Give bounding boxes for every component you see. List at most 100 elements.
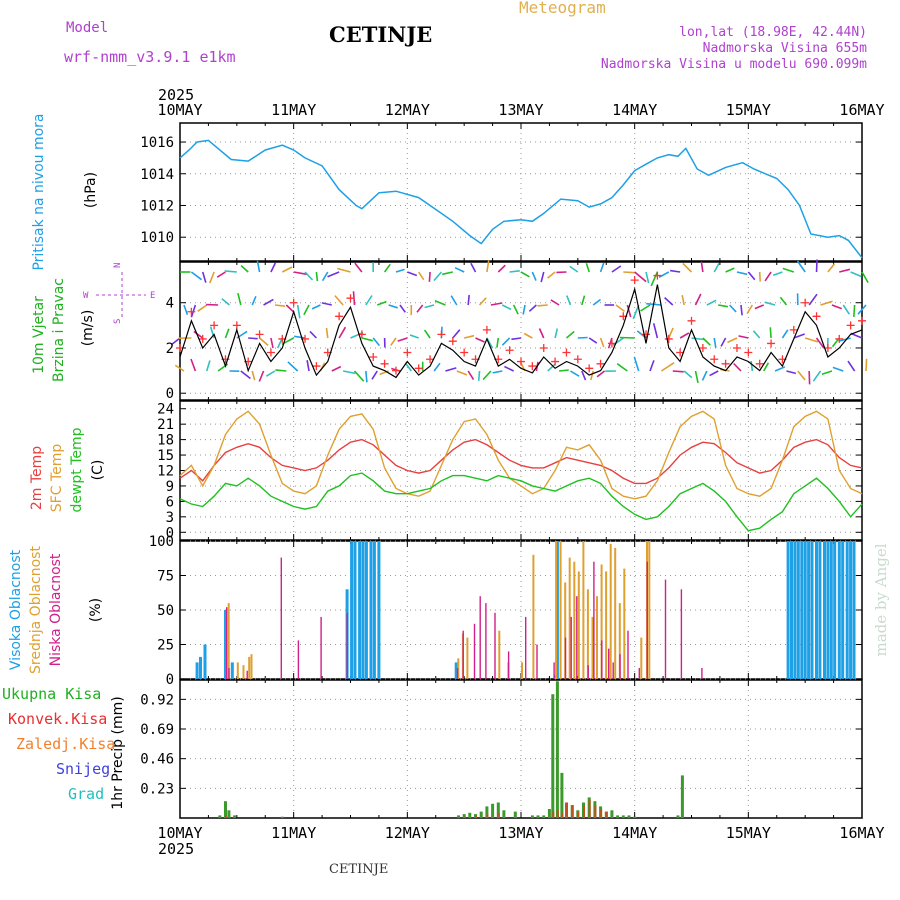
wind-arrow — [701, 370, 708, 381]
wind-arrow — [433, 362, 441, 372]
wind-arrow — [581, 295, 586, 306]
wind-arrow — [325, 327, 329, 339]
wind-arrow — [390, 337, 397, 346]
wind-arrow — [623, 271, 636, 274]
wind-arrow — [652, 323, 659, 339]
precip-unit: 1hr Precip (mm) — [110, 696, 126, 809]
low-cloud-bar — [525, 616, 527, 679]
wind-arrow — [611, 265, 622, 273]
low-cloud-bar — [280, 557, 282, 679]
temp-label-sfc: SFC Temp — [49, 444, 65, 513]
low-cloud-bar — [479, 596, 481, 679]
conv-precip-bar — [594, 805, 597, 818]
wind-arrow — [554, 328, 559, 339]
mid-cloud-bar — [555, 541, 558, 679]
total-precip-bar — [560, 772, 564, 818]
wind-arrow — [850, 271, 862, 278]
total-precip-bar — [542, 815, 546, 818]
wind-arrow — [477, 370, 481, 381]
wind-arrow — [750, 360, 754, 372]
high-cloud-bar — [454, 662, 458, 679]
wind-arrow — [475, 337, 485, 343]
wind-arrow — [256, 260, 261, 273]
wind-arrow — [581, 370, 587, 381]
gust-mark — [642, 330, 651, 339]
wind-arrow — [327, 271, 340, 278]
conv-precip-bar — [497, 812, 500, 818]
wind-arrow — [265, 370, 276, 377]
gust-mark — [312, 362, 321, 371]
wind-arrow — [522, 304, 526, 315]
gust-mark — [721, 359, 730, 368]
wind-arrow — [456, 370, 468, 376]
wind-arrow — [205, 360, 211, 372]
wind-arrow — [221, 298, 230, 306]
lonlat-label: lon,lat (18.98E, 42.44N) — [679, 25, 867, 40]
y-tick-label: 25 — [157, 638, 174, 654]
wind-arrow — [399, 304, 406, 313]
total-precip-bar — [280, 816, 284, 818]
wind-arrow — [274, 304, 286, 307]
high-cloud-bar — [837, 541, 841, 679]
gust-mark — [403, 348, 412, 357]
conv-precip-bar — [600, 809, 603, 818]
time-label-bottom: 11MAY — [271, 824, 316, 842]
low-cloud-bar — [701, 668, 703, 679]
wind-arrow — [496, 337, 500, 348]
credit-label: made by Angel — [872, 543, 890, 656]
low-cloud-bar — [664, 579, 667, 679]
y-tick-label: 0.69 — [140, 722, 174, 738]
gust-mark — [210, 321, 219, 330]
gust-mark — [812, 312, 821, 321]
gust-mark — [414, 364, 423, 373]
low-cloud-bar — [608, 648, 610, 679]
gust-mark — [801, 298, 810, 307]
wind-arrow — [482, 370, 492, 381]
wind-arrow — [588, 337, 598, 344]
year-label-top: 2025 — [158, 86, 194, 104]
gust-mark — [607, 339, 616, 348]
wind-arrow — [240, 265, 249, 273]
wind-arrow — [590, 370, 594, 381]
total-precip-bar — [551, 694, 555, 818]
wind-arrow — [713, 337, 717, 348]
low-cloud-bar — [320, 616, 322, 679]
wind-arrow — [216, 271, 226, 278]
high-cloud-bar — [845, 541, 849, 679]
low-cloud-bar — [627, 630, 629, 679]
mid-cloud-bar — [618, 603, 621, 679]
wind-arrow — [353, 370, 365, 382]
wind-arrow — [428, 271, 431, 282]
wind-arrow — [442, 271, 453, 276]
mid-cloud-bar — [614, 547, 617, 679]
high-cloud-bar — [224, 610, 227, 679]
low-cloud-bar — [456, 668, 459, 679]
wind-arrow — [797, 370, 806, 381]
mid-cloud-bar — [609, 543, 612, 679]
gust-mark — [755, 359, 764, 368]
total-precip-bar — [457, 815, 460, 818]
wind-arrow — [287, 361, 299, 372]
wind-arrow — [190, 271, 203, 281]
wind-arrow — [361, 337, 373, 342]
total-precip-bar — [479, 811, 483, 818]
y-tick-label: 0.46 — [140, 752, 174, 768]
conv-precip-bar — [571, 805, 574, 818]
gust-mark — [858, 316, 866, 325]
low-cloud-bar — [612, 662, 614, 679]
gust-mark — [335, 312, 344, 321]
y-tick-label: 9 — [166, 479, 174, 495]
high-cloud-bar — [350, 541, 354, 679]
wind-arrow — [371, 370, 378, 380]
wind-arrow — [237, 293, 242, 306]
wind-arrow — [416, 304, 424, 313]
wind-arrow — [424, 304, 435, 309]
gust-mark — [448, 337, 457, 346]
low-cloud-bar — [593, 561, 595, 679]
wind-arrow — [565, 330, 575, 339]
time-label-bottom: 12MAY — [385, 824, 430, 842]
wind-arrow — [566, 295, 572, 306]
wind-arrow — [331, 365, 342, 372]
wind-arrow — [190, 358, 197, 372]
conv-precip-bar — [577, 811, 580, 818]
